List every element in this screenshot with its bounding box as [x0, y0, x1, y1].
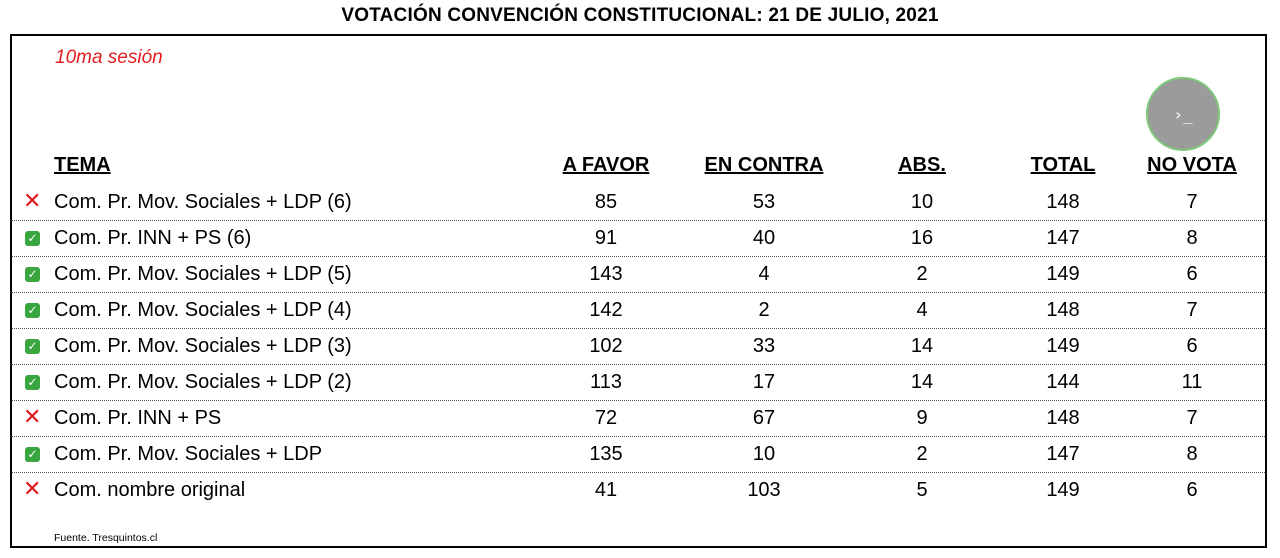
- row-total: 148: [1046, 407, 1080, 429]
- row-tema: Com. Pr. Mov. Sociales + LDP (4): [54, 299, 352, 321]
- source-note: Fuente. Tresquintos.cl: [54, 532, 158, 544]
- row-a-favor: 135: [589, 443, 623, 465]
- row-tema: Com. Pr. Mov. Sociales + LDP: [54, 443, 323, 465]
- row-abs: 2: [916, 443, 928, 465]
- row-en-contra: 33: [752, 335, 776, 357]
- approved-check-icon: ✓: [25, 303, 40, 318]
- table-row: ✓ Com. Pr. INN + PS (6) 91 40 16 147 8: [12, 221, 1265, 257]
- results-rows: ✕ Com. Pr. Mov. Sociales + LDP (6) 85 53 10 1…: [12, 185, 1265, 509]
- row-en-contra: 103: [747, 479, 781, 501]
- row-abs: 10: [910, 191, 934, 213]
- header-tema: TEMA: [54, 154, 111, 176]
- row-no-vota: 6: [1186, 335, 1198, 357]
- row-tema: Com. Pr. Mov. Sociales + LDP (2): [54, 371, 352, 393]
- row-no-vota: 6: [1186, 479, 1198, 501]
- session-label: 10ma sesión: [55, 47, 163, 68]
- approved-check-icon: ✓: [25, 339, 40, 354]
- row-abs: 9: [916, 407, 928, 429]
- row-no-vota: 7: [1186, 191, 1198, 213]
- table-row: ✕ Com. Pr. INN + PS 72 67 9 148 7: [12, 401, 1265, 437]
- row-tema: Com. Pr. INN + PS (6): [54, 227, 252, 249]
- row-a-favor: 91: [594, 227, 618, 249]
- row-tema: Com. Pr. Mov. Sociales + LDP (6): [54, 191, 352, 213]
- row-abs: 14: [910, 335, 934, 357]
- row-total: 147: [1046, 227, 1080, 249]
- table-row: ✕ Com. nombre original 41 103 5 149 6: [12, 473, 1265, 509]
- row-a-favor: 142: [589, 299, 623, 321]
- row-no-vota: 11: [1181, 371, 1203, 393]
- approved-check-icon: ✓: [25, 447, 40, 462]
- row-abs: 16: [910, 227, 934, 249]
- table-row: ✓ Com. Pr. Mov. Sociales + LDP 135 10 2 147 8: [12, 437, 1265, 473]
- approved-check-icon: ✓: [25, 267, 40, 282]
- row-a-favor: 41: [594, 479, 618, 501]
- table-row: ✓ Com. Pr. Mov. Sociales + LDP (2) 113 17 14…: [12, 365, 1265, 401]
- row-total: 148: [1046, 299, 1080, 321]
- table-row: ✓ Com. Pr. Mov. Sociales + LDP (4) 142 2 4 14…: [12, 293, 1265, 329]
- row-a-favor: 143: [589, 263, 623, 285]
- row-en-contra: 10: [752, 443, 776, 465]
- terminal-icon: ›_: [1173, 104, 1193, 124]
- row-en-contra: 53: [752, 191, 776, 213]
- row-abs: 5: [916, 479, 928, 501]
- row-no-vota: 6: [1186, 263, 1198, 285]
- row-a-favor: 85: [594, 191, 618, 213]
- row-abs: 2: [916, 263, 928, 285]
- row-en-contra: 40: [752, 227, 776, 249]
- row-no-vota: 7: [1186, 299, 1198, 321]
- table-row: ✓ Com. Pr. Mov. Sociales + LDP (3) 102 33 14…: [12, 329, 1265, 365]
- header-total: TOTAL: [1030, 154, 1096, 176]
- header-abs: ABS.: [898, 154, 946, 176]
- approved-check-icon: ✓: [25, 231, 40, 246]
- row-no-vota: 7: [1186, 407, 1198, 429]
- row-en-contra: 2: [758, 299, 770, 321]
- rejected-x-icon: ✕: [23, 404, 42, 429]
- row-no-vota: 8: [1186, 443, 1198, 465]
- rejected-x-icon: ✕: [23, 188, 42, 213]
- row-a-favor: 102: [589, 335, 623, 357]
- header-a-favor: A FAVOR: [562, 154, 650, 176]
- terminal-button[interactable]: ›_: [1146, 77, 1220, 151]
- row-a-favor: 113: [590, 371, 622, 393]
- page-title: VOTACIÓN CONVENCIÓN CONSTITUCIONAL: 21 D…: [341, 5, 939, 26]
- row-tema: Com. Pr. Mov. Sociales + LDP (3): [54, 335, 352, 357]
- table-row: ✓ Com. Pr. Mov. Sociales + LDP (5) 143 4 2 14…: [12, 257, 1265, 293]
- approved-check-icon: ✓: [25, 375, 40, 390]
- row-tema: Com. nombre original: [54, 479, 246, 501]
- row-abs: 14: [910, 371, 934, 393]
- rejected-x-icon: ✕: [23, 476, 42, 501]
- row-a-favor: 72: [594, 407, 618, 429]
- row-total: 149: [1046, 335, 1080, 357]
- header-no-vota: NO VOTA: [1147, 154, 1237, 176]
- row-abs: 4: [916, 299, 928, 321]
- row-tema: Com. Pr. INN + PS: [54, 407, 222, 429]
- row-total: 149: [1046, 263, 1080, 285]
- row-en-contra: 17: [752, 371, 776, 393]
- header-en-contra: EN CONTRA: [704, 154, 824, 176]
- row-total: 144: [1046, 371, 1080, 393]
- row-en-contra: 67: [752, 407, 776, 429]
- row-total: 148: [1046, 191, 1080, 213]
- row-tema: Com. Pr. Mov. Sociales + LDP (5): [54, 263, 352, 285]
- row-total: 149: [1046, 479, 1080, 501]
- row-en-contra: 4: [758, 263, 770, 285]
- row-no-vota: 8: [1186, 227, 1198, 249]
- results-table-frame: 10ma sesión ›_ TEMA A FAVOR EN CONTRA AB…: [10, 34, 1267, 548]
- row-total: 147: [1046, 443, 1080, 465]
- table-row: ✕ Com. Pr. Mov. Sociales + LDP (6) 85 53 10 1…: [12, 185, 1265, 221]
